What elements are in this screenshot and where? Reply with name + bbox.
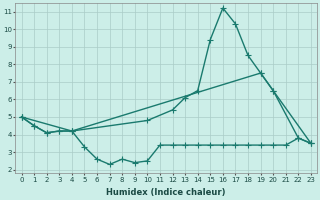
X-axis label: Humidex (Indice chaleur): Humidex (Indice chaleur) [107, 188, 226, 197]
